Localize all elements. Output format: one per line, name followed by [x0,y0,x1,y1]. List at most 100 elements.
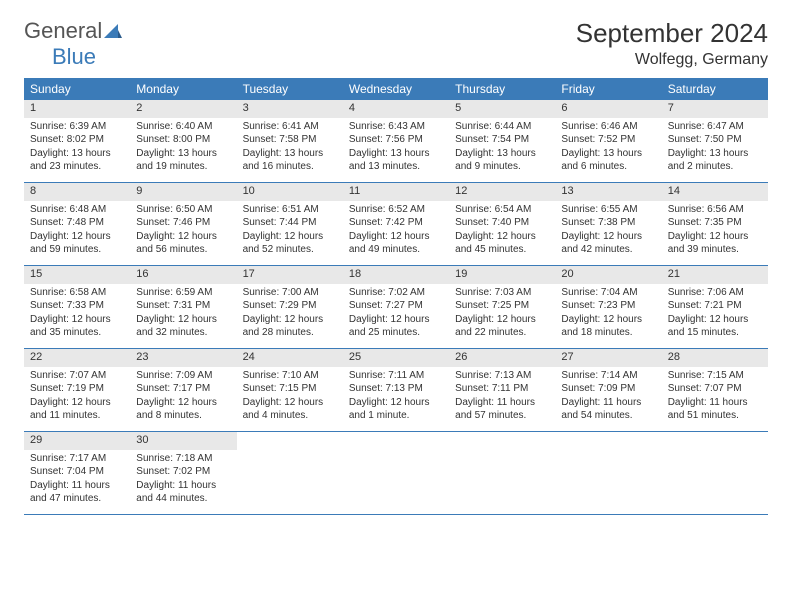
sunset-text: Sunset: 7:23 PM [561,300,655,313]
daylight-text: and 19 minutes. [136,161,230,174]
daylight-text: and 6 minutes. [561,161,655,174]
sunrise-text: Sunrise: 7:18 AM [136,453,230,466]
day-cell: 5Sunrise: 6:44 AMSunset: 7:54 PMDaylight… [449,100,555,182]
sunset-text: Sunset: 7:31 PM [136,300,230,313]
day-cell: 17Sunrise: 7:00 AMSunset: 7:29 PMDayligh… [237,266,343,348]
daylight-text: and 13 minutes. [349,161,443,174]
daylight-text: and 57 minutes. [455,410,549,423]
sunset-text: Sunset: 7:21 PM [668,300,762,313]
daylight-text: Daylight: 12 hours [561,314,655,327]
daylight-text: Daylight: 11 hours [668,397,762,410]
sunset-text: Sunset: 7:11 PM [455,383,549,396]
day-cell: 24Sunrise: 7:10 AMSunset: 7:15 PMDayligh… [237,349,343,431]
day-body: Sunrise: 6:52 AMSunset: 7:42 PMDaylight:… [343,201,449,264]
day-body: Sunrise: 6:47 AMSunset: 7:50 PMDaylight:… [662,118,768,181]
daylight-text: Daylight: 11 hours [455,397,549,410]
sunset-text: Sunset: 7:56 PM [349,134,443,147]
sunset-text: Sunset: 8:00 PM [136,134,230,147]
day-cell: 11Sunrise: 6:52 AMSunset: 7:42 PMDayligh… [343,183,449,265]
sunrise-text: Sunrise: 6:50 AM [136,204,230,217]
week-row: 29Sunrise: 7:17 AMSunset: 7:04 PMDayligh… [24,432,768,515]
daylight-text: Daylight: 12 hours [243,397,337,410]
daylight-text: Daylight: 11 hours [561,397,655,410]
daylight-text: and 51 minutes. [668,410,762,423]
day-label: Saturday [662,78,768,100]
sunset-text: Sunset: 7:27 PM [349,300,443,313]
daylight-text: Daylight: 13 hours [30,148,124,161]
daylight-text: Daylight: 12 hours [668,231,762,244]
day-number: 11 [343,183,449,201]
day-cell: 23Sunrise: 7:09 AMSunset: 7:17 PMDayligh… [130,349,236,431]
sunrise-text: Sunrise: 6:47 AM [668,121,762,134]
daylight-text: and 59 minutes. [30,244,124,257]
daylight-text: Daylight: 12 hours [136,314,230,327]
sunset-text: Sunset: 7:58 PM [243,134,337,147]
day-cell: 20Sunrise: 7:04 AMSunset: 7:23 PMDayligh… [555,266,661,348]
sunrise-text: Sunrise: 6:41 AM [243,121,337,134]
day-cell: 1Sunrise: 6:39 AMSunset: 8:02 PMDaylight… [24,100,130,182]
daylight-text: and 54 minutes. [561,410,655,423]
daylight-text: and 42 minutes. [561,244,655,257]
logo-text-2: Blue [52,44,96,69]
day-body: Sunrise: 7:14 AMSunset: 7:09 PMDaylight:… [555,367,661,430]
day-cell: 29Sunrise: 7:17 AMSunset: 7:04 PMDayligh… [24,432,130,514]
daylight-text: Daylight: 12 hours [30,397,124,410]
sunset-text: Sunset: 7:29 PM [243,300,337,313]
sunrise-text: Sunrise: 6:43 AM [349,121,443,134]
day-body: Sunrise: 6:46 AMSunset: 7:52 PMDaylight:… [555,118,661,181]
sunrise-text: Sunrise: 6:46 AM [561,121,655,134]
day-number: 13 [555,183,661,201]
day-body: Sunrise: 6:51 AMSunset: 7:44 PMDaylight:… [237,201,343,264]
daylight-text: and 23 minutes. [30,161,124,174]
day-body: Sunrise: 7:15 AMSunset: 7:07 PMDaylight:… [662,367,768,430]
daylight-text: and 28 minutes. [243,327,337,340]
daylight-text: and 2 minutes. [668,161,762,174]
daylight-text: Daylight: 13 hours [136,148,230,161]
daylight-text: Daylight: 11 hours [136,480,230,493]
sunset-text: Sunset: 7:40 PM [455,217,549,230]
day-body: Sunrise: 6:50 AMSunset: 7:46 PMDaylight:… [130,201,236,264]
day-cell: 16Sunrise: 6:59 AMSunset: 7:31 PMDayligh… [130,266,236,348]
day-cell: 4Sunrise: 6:43 AMSunset: 7:56 PMDaylight… [343,100,449,182]
day-number: 12 [449,183,555,201]
daylight-text: Daylight: 12 hours [349,314,443,327]
sunrise-text: Sunrise: 6:40 AM [136,121,230,134]
sunset-text: Sunset: 8:02 PM [30,134,124,147]
day-cell: 6Sunrise: 6:46 AMSunset: 7:52 PMDaylight… [555,100,661,182]
daylight-text: and 39 minutes. [668,244,762,257]
day-number: 21 [662,266,768,284]
day-body: Sunrise: 7:10 AMSunset: 7:15 PMDaylight:… [237,367,343,430]
month-title: September 2024 [576,18,768,49]
day-label: Friday [555,78,661,100]
sunset-text: Sunset: 7:54 PM [455,134,549,147]
daylight-text: and 47 minutes. [30,493,124,506]
daylight-text: Daylight: 12 hours [30,231,124,244]
daylight-text: Daylight: 13 hours [349,148,443,161]
day-number: 26 [449,349,555,367]
daylight-text: and 4 minutes. [243,410,337,423]
sunrise-text: Sunrise: 7:15 AM [668,370,762,383]
day-cell: 26Sunrise: 7:13 AMSunset: 7:11 PMDayligh… [449,349,555,431]
daylight-text: Daylight: 12 hours [136,231,230,244]
day-body: Sunrise: 7:04 AMSunset: 7:23 PMDaylight:… [555,284,661,347]
daylight-text: and 44 minutes. [136,493,230,506]
day-body: Sunrise: 7:13 AMSunset: 7:11 PMDaylight:… [449,367,555,430]
day-label: Thursday [449,78,555,100]
sunrise-text: Sunrise: 7:11 AM [349,370,443,383]
sunrise-text: Sunrise: 6:58 AM [30,287,124,300]
daylight-text: Daylight: 12 hours [136,397,230,410]
day-body: Sunrise: 6:56 AMSunset: 7:35 PMDaylight:… [662,201,768,264]
sunset-text: Sunset: 7:13 PM [349,383,443,396]
daylight-text: Daylight: 13 hours [668,148,762,161]
day-cell [662,432,768,514]
day-cell [343,432,449,514]
day-cell: 30Sunrise: 7:18 AMSunset: 7:02 PMDayligh… [130,432,236,514]
day-cell: 21Sunrise: 7:06 AMSunset: 7:21 PMDayligh… [662,266,768,348]
day-label: Wednesday [343,78,449,100]
sunrise-text: Sunrise: 6:48 AM [30,204,124,217]
day-number: 29 [24,432,130,450]
sunrise-text: Sunrise: 6:39 AM [30,121,124,134]
day-cell: 7Sunrise: 6:47 AMSunset: 7:50 PMDaylight… [662,100,768,182]
title-block: September 2024 Wolfegg, Germany [576,18,768,69]
day-body: Sunrise: 6:41 AMSunset: 7:58 PMDaylight:… [237,118,343,181]
